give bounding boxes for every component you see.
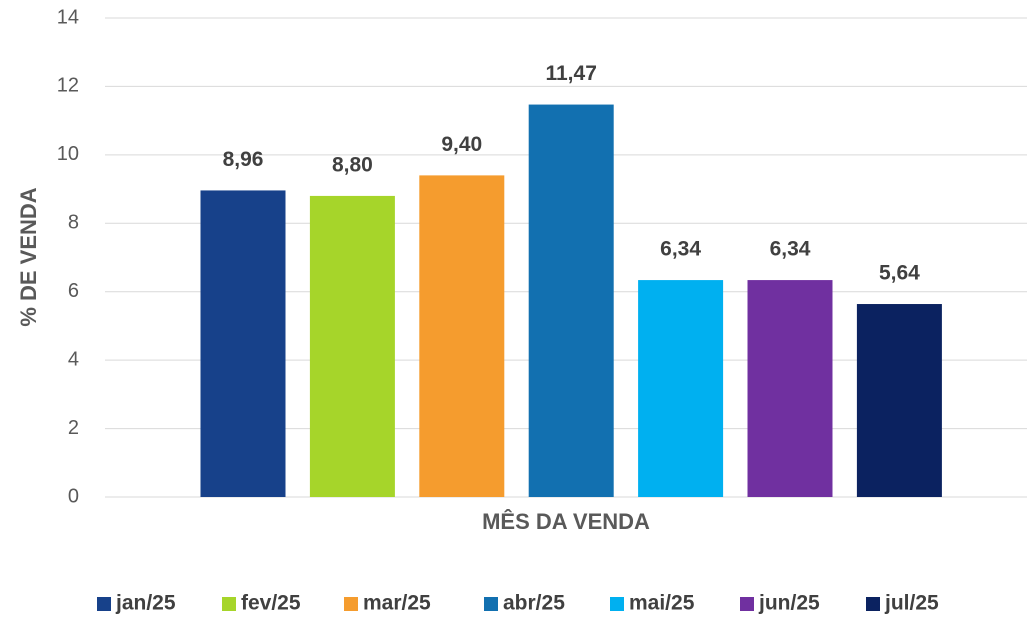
bar bbox=[309, 195, 395, 497]
legend-label: mar/25 bbox=[363, 592, 431, 615]
y-axis-label: % DE VENDA bbox=[16, 187, 41, 326]
bar bbox=[200, 190, 286, 497]
data-label: 9,40 bbox=[441, 133, 482, 156]
bar bbox=[419, 175, 505, 497]
data-label: 8,80 bbox=[332, 153, 373, 176]
legend-label: jan/25 bbox=[115, 592, 176, 615]
bar bbox=[638, 280, 724, 497]
legend-label: mai/25 bbox=[629, 592, 695, 615]
y-tick-label: 0 bbox=[68, 485, 79, 507]
y-tick-label: 10 bbox=[57, 143, 79, 165]
y-tick-label: 8 bbox=[68, 212, 79, 234]
legend-swatch bbox=[222, 597, 236, 611]
bar bbox=[856, 304, 942, 497]
legend-swatch bbox=[484, 597, 498, 611]
legend-swatch bbox=[610, 597, 624, 611]
data-label: 8,96 bbox=[223, 148, 264, 171]
legend-swatch bbox=[344, 597, 358, 611]
y-tick-label: 4 bbox=[68, 348, 79, 370]
bar bbox=[747, 280, 833, 497]
data-label: 11,47 bbox=[545, 62, 596, 85]
y-tick-label: 12 bbox=[57, 75, 79, 97]
legend-label: abr/25 bbox=[503, 592, 565, 615]
y-tick-label: 6 bbox=[68, 280, 79, 302]
legend-label: jun/25 bbox=[758, 592, 820, 615]
data-label: 6,34 bbox=[770, 238, 811, 261]
y-tick-label: 2 bbox=[68, 417, 79, 439]
legend-label: jul/25 bbox=[884, 592, 939, 615]
data-label: 5,64 bbox=[879, 262, 920, 285]
legend-label: fev/25 bbox=[241, 592, 301, 615]
bar bbox=[528, 104, 614, 498]
y-tick-label: 14 bbox=[57, 6, 79, 28]
x-axis-label: MÊS DA VENDA bbox=[482, 509, 650, 534]
data-label: 6,34 bbox=[660, 238, 701, 261]
legend-swatch bbox=[97, 597, 111, 611]
legend-swatch bbox=[740, 597, 754, 611]
legend-swatch bbox=[866, 597, 880, 611]
